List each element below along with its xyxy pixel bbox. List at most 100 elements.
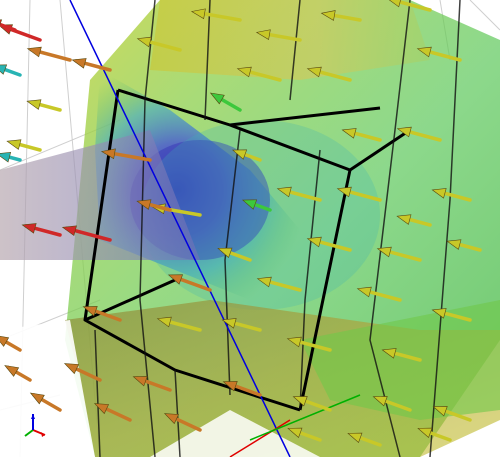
vector-arrow-head: [0, 19, 3, 26]
vector-arrow: [396, 214, 432, 227]
vector-arrow-head: [356, 286, 372, 298]
vector-arrow: [341, 128, 382, 142]
vector-arrow: [222, 381, 262, 397]
vector-arrow-head: [431, 308, 447, 319]
vector-arrow: [431, 308, 472, 322]
floor-green-patch: [300, 300, 500, 420]
vector-arrow-head: [209, 92, 225, 105]
vector-arrow: [292, 396, 332, 412]
vector-arrow: [396, 126, 442, 142]
vector-arrow-head: [167, 274, 184, 285]
vector-arrow-head: [217, 247, 233, 259]
vector-arrow: [26, 46, 72, 62]
axis-y-line: [249, 394, 361, 441]
vector-arrow: [167, 274, 212, 292]
vector-arrow-head: [0, 64, 8, 75]
vector-arrow-head: [136, 199, 152, 210]
vector-arrow-head: [71, 58, 87, 69]
vector-arrow-head: [416, 46, 432, 58]
vector-arrow-head: [320, 10, 336, 21]
vector-arrow: [347, 432, 382, 447]
vector-arrow-head: [0, 151, 12, 163]
vector-arrow-head: [388, 0, 401, 8]
vector-arrow: [336, 186, 382, 202]
vector-arrow-head: [82, 306, 98, 317]
vector-arrow: [431, 188, 472, 202]
vector-arrow-head: [190, 8, 206, 20]
vector-arrow: [286, 336, 332, 352]
vector-arrow: [82, 306, 122, 322]
vector-arrow-head: [29, 392, 45, 405]
orientation-axes-widget: [24, 414, 46, 437]
vector-arrow-head: [286, 336, 302, 348]
vector-arrow: [231, 149, 262, 162]
vector-arrow-head: [0, 336, 10, 347]
vector-arrow-head: [306, 66, 322, 78]
vector-arrow-head: [306, 236, 322, 248]
vector-arrow: [241, 199, 272, 212]
vector-arrow-head: [21, 223, 37, 234]
vector-arrow: [0, 19, 17, 32]
vector-arrow-head: [417, 427, 433, 439]
vector-arrow-head: [287, 427, 303, 439]
vector-arrow: [190, 8, 242, 22]
vector-arrow-head: [376, 246, 392, 258]
vector-arrow-head: [231, 149, 248, 160]
vector-arrow-head: [93, 403, 110, 415]
vector-arrow: [356, 286, 402, 302]
vector-arrow: [417, 427, 452, 442]
vector-arrow: [71, 58, 112, 72]
vector-arrow-head: [241, 199, 258, 210]
vector-arrow-head: [26, 46, 42, 58]
vector-arrow: [100, 148, 152, 162]
vector-arrow: [21, 223, 62, 237]
vector-arrow-head: [163, 413, 180, 425]
vector-arrow-head: [222, 381, 238, 392]
vector-arrow: [63, 363, 102, 382]
axis-z-line: [69, 0, 291, 457]
vector-arrow: [0, 336, 22, 352]
vector-arrow-head: [372, 396, 388, 407]
orientation-axis-x-head: [41, 432, 45, 437]
vector-arrow: [26, 99, 62, 112]
contour-mid-ring: [140, 120, 380, 310]
vector-arrow: [221, 318, 262, 332]
vector-arrow: [287, 427, 322, 442]
background-lower-left: [0, 320, 95, 457]
vector-arrow-head: [446, 239, 462, 250]
vector-arrow: [381, 348, 422, 362]
axis-x-line: [229, 419, 291, 457]
vector-arrow-head: [236, 66, 252, 78]
vector-arrow: [156, 316, 202, 332]
vector-arrow: [29, 392, 62, 412]
vector-arrow: [388, 0, 432, 12]
vector-arrow-head: [341, 128, 357, 139]
vector-field-arrows: [0, 0, 482, 447]
vector-arrow: [209, 92, 242, 112]
vector-arrow: [256, 276, 302, 292]
vector-arrow-head: [336, 186, 352, 198]
vector-arrow: [320, 10, 362, 22]
vector-arrow: [136, 36, 182, 52]
vector-arrow-head: [136, 36, 152, 48]
bounding-box-wireframe: [83, 88, 411, 412]
vector-arrow: [432, 406, 472, 422]
vector-arrow-head: [276, 186, 292, 198]
vector-arrow: [236, 66, 282, 82]
vector-arrow-head: [132, 376, 148, 387]
vector-arrow: [416, 46, 462, 62]
orientation-axis-y: [24, 429, 34, 437]
vector-arrow: [93, 403, 132, 422]
vector-arrow: [376, 246, 422, 262]
vector-arrow: [306, 66, 352, 82]
vector-arrow-head: [347, 432, 363, 444]
vector-arrow: [132, 376, 172, 392]
vector-arrow-head: [432, 406, 448, 417]
vector-arrow: [217, 247, 252, 262]
vector-arrow: [136, 199, 172, 212]
vector-arrow: [255, 29, 302, 42]
vector-arrow: [372, 396, 412, 412]
vector-arrow-head: [26, 99, 42, 110]
